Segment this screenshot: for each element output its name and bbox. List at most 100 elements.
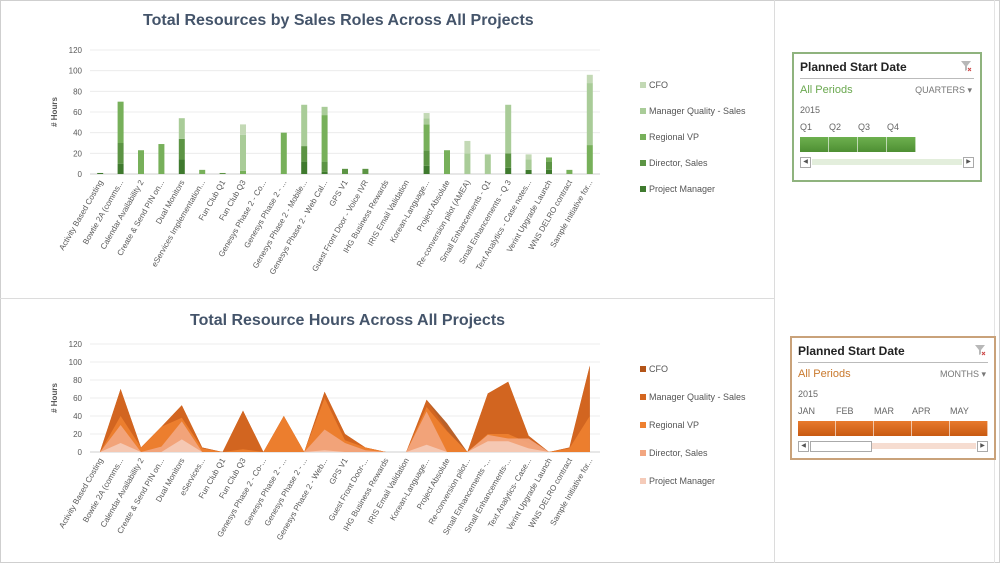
scroll-right-icon[interactable]: ▶ — [963, 157, 974, 168]
legend-item[interactable]: Manager Quality - Sales — [640, 392, 746, 402]
top-chart-title: Total Resources by Sales Roles Across Al… — [143, 12, 534, 29]
bar-segment[interactable] — [586, 74, 593, 84]
bar-segment[interactable] — [117, 143, 124, 164]
bar-segment[interactable] — [423, 118, 430, 125]
time-level-dropdown[interactable]: QUARTERS ▾ — [915, 85, 972, 96]
scroll-track[interactable] — [812, 159, 962, 165]
legend-item[interactable]: Director, Sales — [640, 448, 708, 458]
bar-segment[interactable] — [362, 168, 369, 174]
bar-segment[interactable] — [240, 170, 246, 174]
timeline-segment[interactable] — [887, 137, 916, 152]
bar-segment[interactable] — [423, 113, 430, 119]
legend-item[interactable]: Project Manager — [640, 476, 715, 486]
timeline-segment[interactable] — [912, 421, 950, 436]
timeline-segment[interactable] — [836, 421, 874, 436]
legend-swatch — [640, 450, 646, 456]
bar-segment[interactable] — [321, 115, 328, 162]
bar-segment[interactable] — [240, 124, 246, 135]
scroll-track[interactable] — [810, 443, 976, 449]
bar-segment[interactable] — [117, 101, 124, 143]
legend-label: Project Manager — [649, 184, 716, 194]
timeline-scrollbar[interactable]: ◀ ▶ — [800, 157, 974, 168]
legend-item[interactable]: Manager Quality - Sales — [640, 106, 746, 116]
bar-segment[interactable] — [178, 118, 185, 139]
timeline-segment[interactable] — [874, 421, 912, 436]
slicer-title: Planned Start Date — [798, 344, 905, 358]
bar-segment[interactable] — [546, 169, 552, 174]
bar-segment[interactable] — [546, 161, 552, 170]
timeline-segment[interactable] — [829, 137, 858, 152]
bar-segment[interactable] — [586, 145, 593, 174]
bar-segment[interactable] — [321, 171, 328, 174]
bar-segment[interactable] — [97, 172, 104, 174]
planned-start-date-slicer-months[interactable]: Planned Start Date All Periods MONTHS ▾ … — [790, 336, 996, 460]
bar-segment[interactable] — [321, 161, 328, 172]
bar-segment[interactable] — [321, 106, 328, 116]
chevron-down-icon: ▾ — [981, 369, 986, 379]
bar-segment[interactable] — [525, 159, 532, 170]
scroll-thumb[interactable] — [810, 441, 872, 452]
bar-segment[interactable] — [178, 138, 185, 160]
planned-start-date-slicer-quarters[interactable]: Planned Start Date All Periods QUARTERS … — [792, 52, 982, 182]
legend-item[interactable]: Regional VP — [640, 420, 699, 430]
bar-segment[interactable] — [464, 153, 471, 174]
timeline-unit-label: Q3 — [858, 122, 871, 132]
timeline-segment[interactable] — [858, 137, 887, 152]
bar-segment[interactable] — [423, 150, 430, 166]
bar-segment[interactable] — [240, 134, 246, 171]
bar-segment[interactable] — [546, 157, 552, 162]
bar-segment[interactable] — [219, 172, 226, 174]
clear-filter-icon[interactable] — [974, 344, 986, 359]
scroll-left-icon[interactable]: ◀ — [800, 157, 811, 168]
bar-segment[interactable] — [178, 159, 185, 174]
time-level-dropdown[interactable]: MONTHS ▾ — [940, 369, 986, 380]
area-series-director-sales[interactable] — [100, 411, 590, 453]
bar-segment[interactable] — [505, 104, 512, 154]
clear-filter-icon[interactable] — [960, 60, 972, 75]
scroll-left-icon[interactable]: ◀ — [798, 441, 809, 452]
bar-segment[interactable] — [301, 146, 308, 162]
bar-segment[interactable] — [117, 163, 124, 174]
bar-segment[interactable] — [525, 169, 532, 174]
bar-segment[interactable] — [423, 165, 430, 174]
legend-item[interactable]: Regional VP — [640, 132, 699, 142]
y-tick-label: 0 — [78, 170, 83, 179]
bar-segment[interactable] — [199, 169, 206, 174]
bar-segment[interactable] — [586, 83, 593, 146]
y-tick-label: 40 — [73, 129, 82, 138]
bar-segment[interactable] — [280, 132, 287, 174]
bar-segment[interactable] — [138, 150, 144, 174]
bar-segment[interactable] — [505, 167, 512, 174]
timeline-unit-label: FEB — [836, 406, 854, 416]
chart-divider — [0, 298, 774, 299]
bar-segment[interactable] — [301, 161, 308, 174]
legend-label: Project Manager — [649, 476, 716, 486]
area-series-project-manager[interactable] — [100, 439, 590, 452]
bar-segment[interactable] — [342, 168, 348, 174]
bar-segment[interactable] — [444, 150, 450, 174]
legend-item[interactable]: CFO — [640, 364, 668, 374]
bar-segment[interactable] — [301, 104, 308, 147]
timeline-selection-bar[interactable] — [798, 421, 988, 436]
legend-item[interactable]: Project Manager — [640, 184, 715, 194]
timeline-segment[interactable] — [950, 421, 988, 436]
bar-segment[interactable] — [158, 144, 165, 174]
timeline-scrollbar[interactable]: ◀ ▶ — [798, 441, 988, 452]
timeline-segment[interactable] — [798, 421, 836, 436]
bar-segment[interactable] — [505, 153, 512, 168]
area-series-regional-vp[interactable] — [100, 398, 590, 452]
legend-label: Director, Sales — [649, 158, 708, 168]
bar-segment[interactable] — [484, 154, 491, 174]
y-axis-label: # Hours — [50, 97, 59, 127]
timeline-segment[interactable] — [800, 137, 829, 152]
bar-segment[interactable] — [464, 140, 471, 154]
bar-segment[interactable] — [566, 169, 573, 174]
bar-segment[interactable] — [525, 154, 532, 160]
legend-item[interactable]: CFO — [640, 80, 668, 90]
bar-segment[interactable] — [423, 124, 430, 151]
timeline-selection-bar[interactable] — [800, 137, 916, 152]
scroll-right-icon[interactable]: ▶ — [977, 441, 988, 452]
legend-item[interactable]: Director, Sales — [640, 158, 708, 168]
time-level-label: QUARTERS — [915, 85, 965, 95]
